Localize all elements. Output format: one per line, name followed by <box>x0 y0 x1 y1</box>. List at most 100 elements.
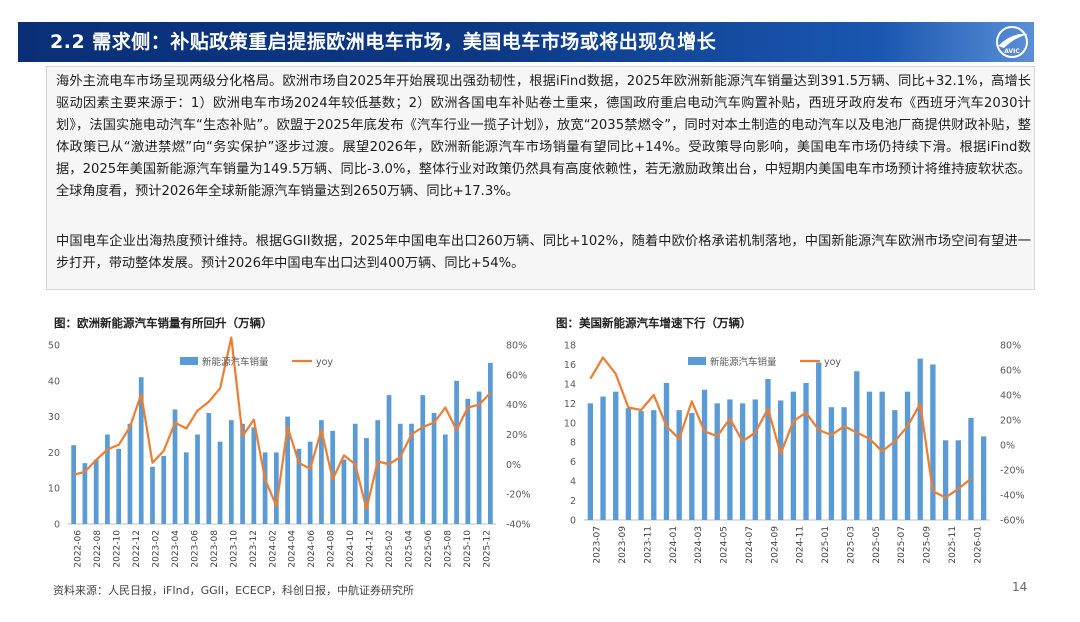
x-axis-tick-label: 2022-08 <box>93 530 103 568</box>
bar-2025-07 <box>488 362 493 524</box>
x-axis-tick-label: 2023-09 <box>618 526 628 564</box>
right-axis-tick-label: 60% <box>506 370 527 381</box>
bar-2025-04 <box>854 371 860 520</box>
x-axis-tick-label: 2025-06 <box>424 530 434 568</box>
bar-2023-08 <box>600 396 606 520</box>
x-axis-tick-label: 2024-12 <box>366 530 376 568</box>
bar-2023-11 <box>262 452 268 524</box>
page-number: 14 <box>1012 580 1028 594</box>
x-axis-tick-label: 2025-12 <box>482 530 492 568</box>
yoy-line <box>589 356 972 499</box>
bar-2025-11 <box>942 440 949 520</box>
left-axis-tick-label: 30 <box>48 412 60 423</box>
left-axis-tick-label: 40 <box>48 376 60 387</box>
x-axis-tick-label: 2025-02 <box>385 530 395 568</box>
europe-sales-chart: 0 10 20 30 40 50 -40% -20% 0% 20% 40% 60% 80% 2022-06… <box>48 336 531 568</box>
bar-2025-08 <box>904 391 911 520</box>
right-axis-tick-label: -40% <box>1000 491 1025 502</box>
bar-2025-02 <box>431 413 437 524</box>
left-axis-tick-label: 10 <box>48 484 60 495</box>
x-axis-tick-label: 2025-07 <box>897 526 907 564</box>
x-axis-tick-label: 2025-03 <box>846 526 856 564</box>
company-logo-icon: AVIC <box>996 26 1028 58</box>
bar-2025-06 <box>476 391 482 524</box>
bar-2024-04 <box>701 389 708 520</box>
bar-2024-03 <box>307 441 313 524</box>
right-axis-tick-label: -40% <box>506 520 531 531</box>
left-axis-tick-label: 2 <box>570 496 576 507</box>
bar-2022-07 <box>82 463 88 524</box>
bar-2023-08 <box>228 420 234 524</box>
legend-bar-label: 新能源汽车销量 <box>710 356 777 368</box>
left-axis-tick-label: 12 <box>564 399 576 410</box>
bar-2025-02 <box>828 407 835 520</box>
right-axis-tick-label: 0% <box>506 460 521 471</box>
bar-2025-05 <box>465 398 471 524</box>
bar-2023-10 <box>625 408 632 520</box>
summary-paragraph-2: 中国电车企业出海热度预计维持。根据GGII数据，2025年中国电车出口260万辆… <box>56 234 1031 271</box>
x-axis-tick-label: 2025-10 <box>463 530 473 568</box>
x-axis-tick-label: 2024-03 <box>694 526 704 564</box>
bar-2026-02 <box>980 436 987 520</box>
bar-2024-01 <box>663 382 670 520</box>
bar-2024-09 <box>765 379 771 520</box>
legend-bar-swatch <box>688 357 706 365</box>
x-axis-tick-label: 2023-08 <box>210 530 220 568</box>
bar-2024-07 <box>739 403 746 520</box>
x-axis-tick-label: 2025-05 <box>872 526 882 564</box>
bar-2024-11 <box>397 423 403 524</box>
x-axis-tick-label: 2024-06 <box>307 530 317 568</box>
bar-2025-01 <box>420 395 426 524</box>
x-axis-tick-label: 2025-09 <box>923 526 933 564</box>
bar-2023-12 <box>274 452 279 524</box>
x-axis-tick-label: 2024-02 <box>268 530 278 568</box>
x-axis-tick-label: 2023-02 <box>152 530 162 568</box>
bar-2023-09 <box>613 391 619 520</box>
right-axis-tick-label: 80% <box>1000 341 1021 352</box>
bar-2024-08 <box>752 399 758 520</box>
left-axis-tick-label: 8 <box>570 438 576 449</box>
left-axis-tick-label: 14 <box>564 379 576 390</box>
right-axis-tick-label: 80% <box>506 341 527 352</box>
left-axis-tick-label: 20 <box>48 448 60 459</box>
bar-2025-10 <box>930 364 936 520</box>
bar-2024-02 <box>296 448 302 524</box>
bar-2023-03 <box>172 409 178 524</box>
x-axis-tick-label: 2024-09 <box>770 526 780 564</box>
x-axis-tick-label: 2022-06 <box>74 530 84 568</box>
summary-textbox: 海外主流电车市场呈现两级分化格局。欧洲市场自2025年开始展现出强劲韧性，根据i… <box>46 66 1035 290</box>
x-axis-tick-label: 2024-05 <box>720 526 730 564</box>
usa-sales-chart: 0 2 4 6 8 10 12 14 16 18 -60% -40% -20% 0% 20% 40% 60% 80… <box>564 341 1025 564</box>
summary-paragraph-1: 海外主流电车市场呈现两级分化格局。欧洲市场自2025年开始展现出强劲韧性，根据i… <box>56 74 1031 199</box>
left-axis-tick-label: 16 <box>564 360 576 371</box>
x-axis-tick-label: 2025-11 <box>948 526 958 564</box>
bar-2024-06 <box>727 399 733 520</box>
x-axis-tick-label: 2023-07 <box>593 526 603 564</box>
bar-2024-01 <box>285 416 290 524</box>
bar-2026-01 <box>968 417 974 520</box>
bar-2022-11 <box>127 423 133 524</box>
x-axis-tick-label: 2025-01 <box>821 526 831 564</box>
left-axis-tick-label: 18 <box>564 341 576 352</box>
bar-2023-06 <box>206 413 212 524</box>
x-axis-tick-label: 2024-11 <box>796 526 806 564</box>
bar-2025-07 <box>892 410 898 520</box>
x-axis-tick-label: 2026-01 <box>973 526 983 564</box>
bar-2023-01 <box>150 466 155 524</box>
x-axis-tick-label: 2024-08 <box>327 530 337 568</box>
bar-2024-11 <box>790 391 797 520</box>
bar-2024-06 <box>341 459 347 524</box>
bar-2025-01 <box>816 362 822 520</box>
bar-2024-12 <box>803 382 809 520</box>
right-axis-tick-label: 40% <box>1000 391 1021 402</box>
x-axis-tick-label: 2022-10 <box>113 530 123 568</box>
bar-2023-05 <box>195 434 200 524</box>
bar-2024-09 <box>375 420 381 524</box>
right-axis-tick-label: 40% <box>506 400 527 411</box>
legend-line-label: yoy <box>824 357 841 368</box>
x-axis-tick-label: 2023-06 <box>190 530 200 568</box>
x-axis-tick-label: 2024-04 <box>288 530 298 568</box>
bar-2025-05 <box>866 391 873 520</box>
bar-2025-06 <box>879 391 885 520</box>
right-axis-tick-label: -20% <box>506 490 531 501</box>
